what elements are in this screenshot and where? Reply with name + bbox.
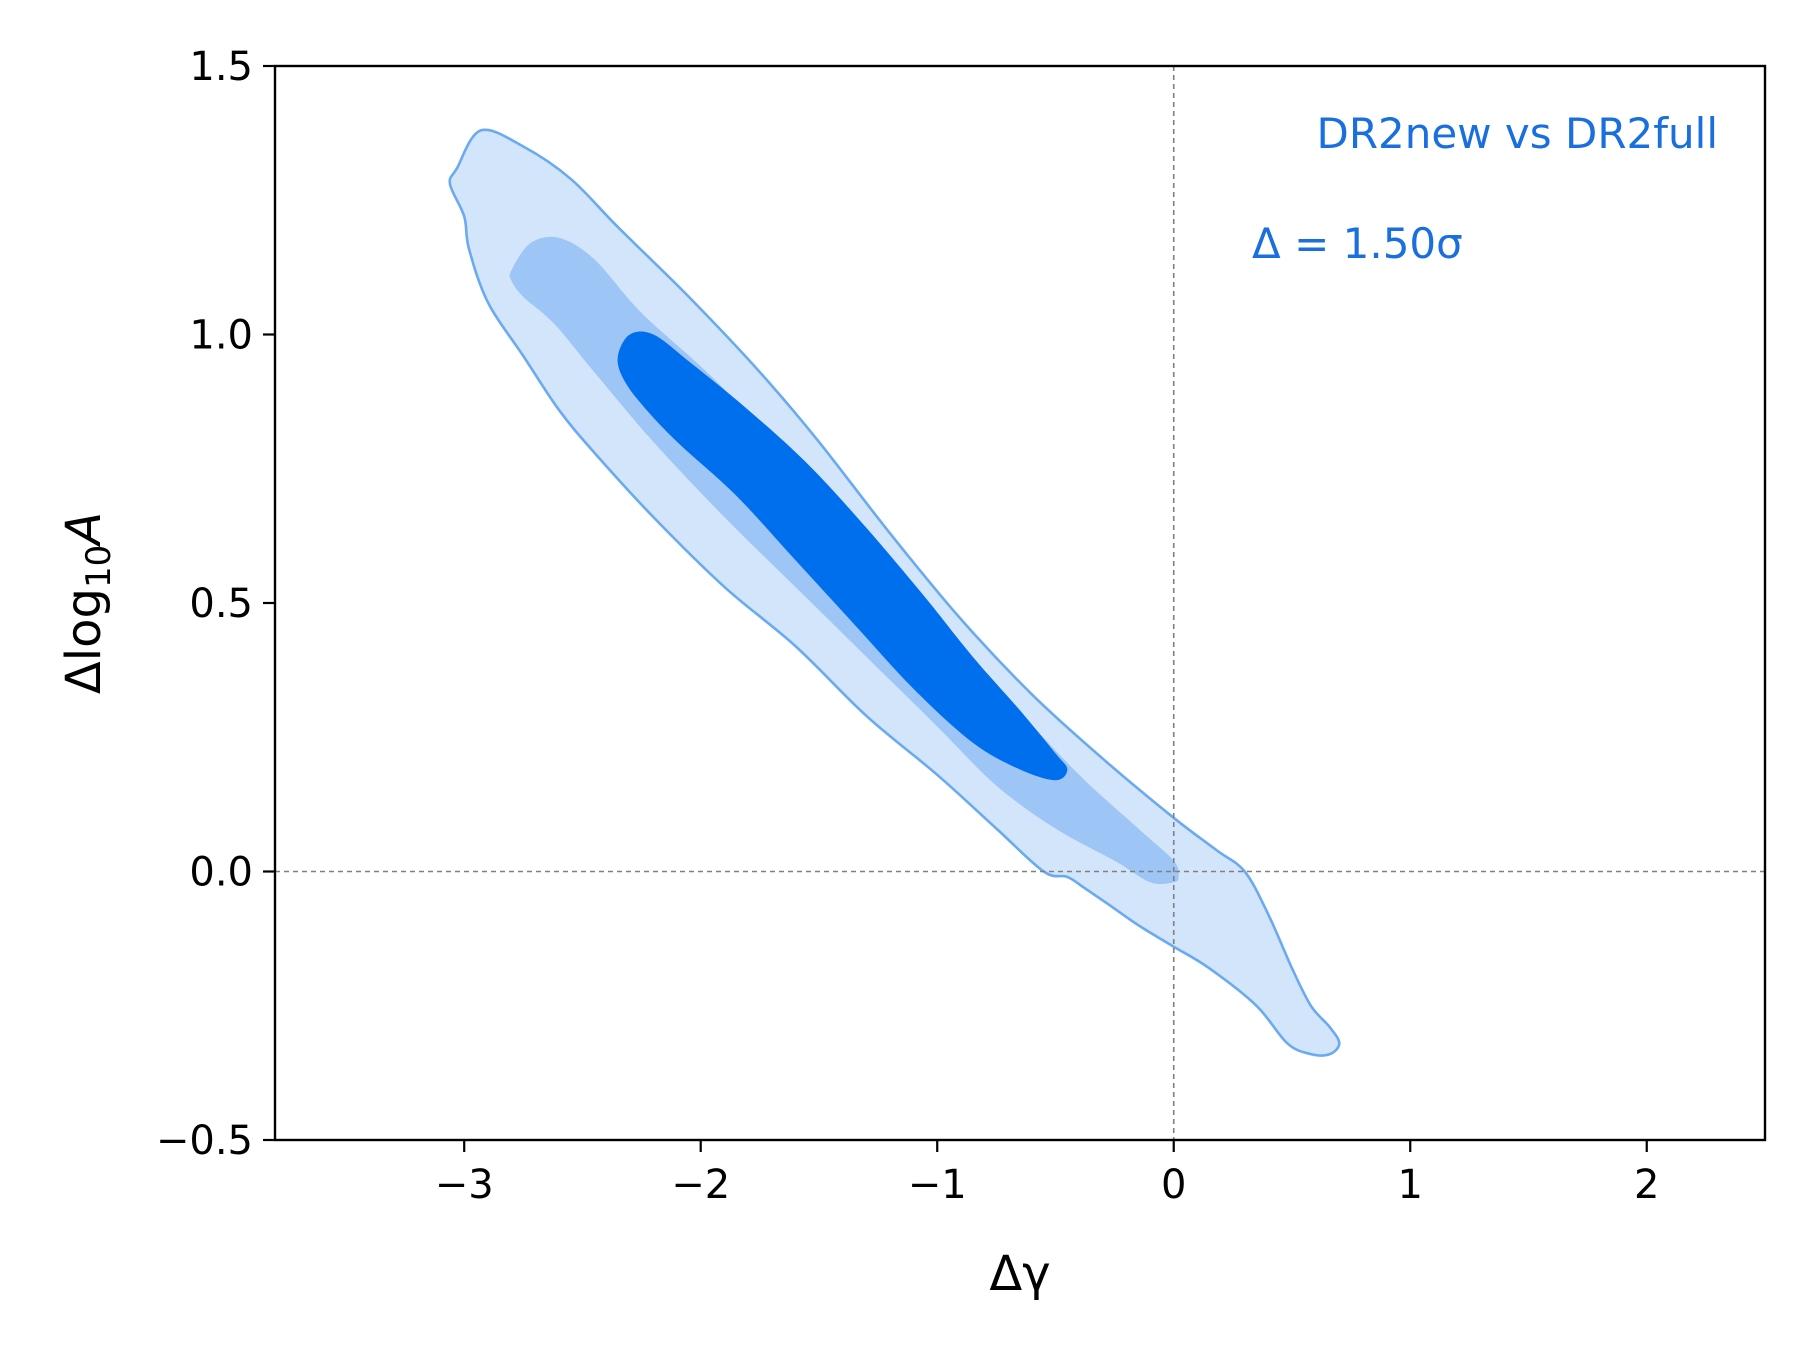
x-tick-label: −1	[908, 1162, 967, 1208]
x-tick-label: −3	[435, 1162, 494, 1208]
axis-ticks: −3 −2 −1 0 1 2 −0.5 0.0 0.5 1.0 1.5	[156, 44, 1660, 1208]
annotation-stat: Δ = 1.50σ	[1252, 219, 1463, 268]
x-tick-label: −2	[671, 1162, 730, 1208]
x-tick-label: 0	[1161, 1162, 1186, 1208]
y-axis-label-tail: A	[56, 512, 112, 548]
contour-layer	[448, 128, 1341, 1057]
y-axis-label: Δlog10A	[56, 512, 119, 694]
reference-lines	[275, 66, 1765, 1140]
y-tick-label: 0.0	[189, 850, 253, 896]
contour-inner	[617, 331, 1068, 781]
y-tick-label: 1.0	[189, 313, 253, 359]
x-tick-label: 2	[1634, 1162, 1659, 1208]
x-tick-label: 1	[1398, 1162, 1423, 1208]
x-axis-label: Δγ	[989, 1246, 1050, 1302]
y-tick-label: 1.5	[189, 44, 253, 90]
annotation-title: DR2new vs DR2full	[1317, 109, 1718, 158]
y-axis-label-subscript: 10	[79, 545, 119, 588]
y-tick-label: 0.5	[189, 581, 253, 627]
y-axis-label-main: Δlog	[56, 588, 112, 694]
y-tick-label: −0.5	[156, 1118, 253, 1164]
